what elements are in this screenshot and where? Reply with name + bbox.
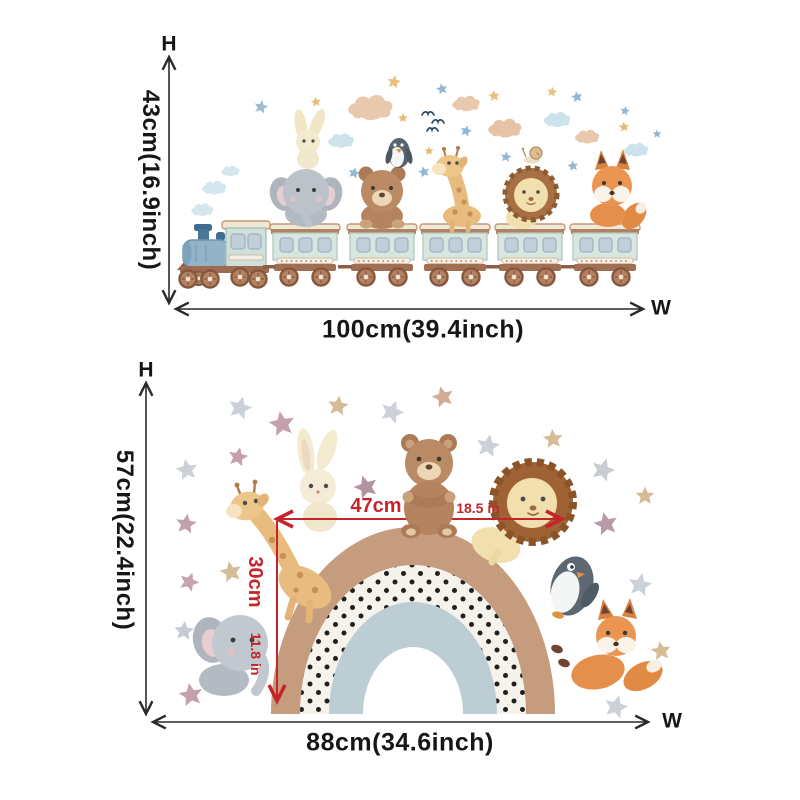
dimension-arrows [138, 54, 651, 730]
top-height-axis-label: H [161, 32, 177, 56]
coupler [263, 265, 275, 269]
coupler [561, 265, 575, 269]
lion-on-train [502, 165, 560, 229]
top-width-axis-label: W [651, 296, 671, 320]
bird-icons [421, 111, 445, 133]
inner-height-cm-label: 30cm [244, 556, 266, 608]
steam-puff-icons [191, 165, 240, 216]
snail-on-train [521, 146, 543, 164]
bunny-on-train [294, 108, 326, 169]
wagon-5 [570, 224, 640, 286]
rainbow-bear [401, 434, 457, 538]
locomotive [177, 220, 271, 289]
wagon-1 [270, 224, 340, 286]
elephant-on-train [269, 169, 343, 228]
train-scene [177, 74, 662, 289]
rainbow-penguin [550, 556, 599, 619]
fox-on-train [590, 149, 647, 230]
bear-on-train [358, 166, 406, 229]
wagon-4 [495, 224, 565, 286]
inner-width-cm-label: 47cm [350, 495, 402, 517]
penguin-on-train [385, 138, 413, 168]
bottom-height-axis-label: H [138, 358, 154, 382]
bottom-width-value: 88cm(34.6inch) [306, 728, 494, 757]
giraffe-on-train [432, 146, 481, 233]
wagon-2 [347, 224, 417, 286]
rainbow-fox [551, 598, 663, 692]
bottom-height-value: 57cm(22.4inch) [111, 449, 138, 631]
rainbow-scene [173, 383, 672, 720]
coupler [338, 265, 352, 269]
cloud-icons [328, 95, 649, 157]
inner-height-inch-label: 11.8 in [248, 632, 264, 676]
top-width-value: 100cm(39.4inch) [321, 315, 525, 344]
rainbow-bunny [297, 428, 338, 532]
rainbow [271, 527, 555, 714]
wagon-3 [420, 224, 490, 286]
bottom-width-axis-label: W [662, 709, 682, 733]
inner-width-inch-label: 18.5 in [456, 500, 500, 516]
coupler [486, 265, 500, 269]
rainbow-elephant [192, 615, 270, 696]
top-height-value: 43cm(16.9inch) [137, 89, 164, 271]
